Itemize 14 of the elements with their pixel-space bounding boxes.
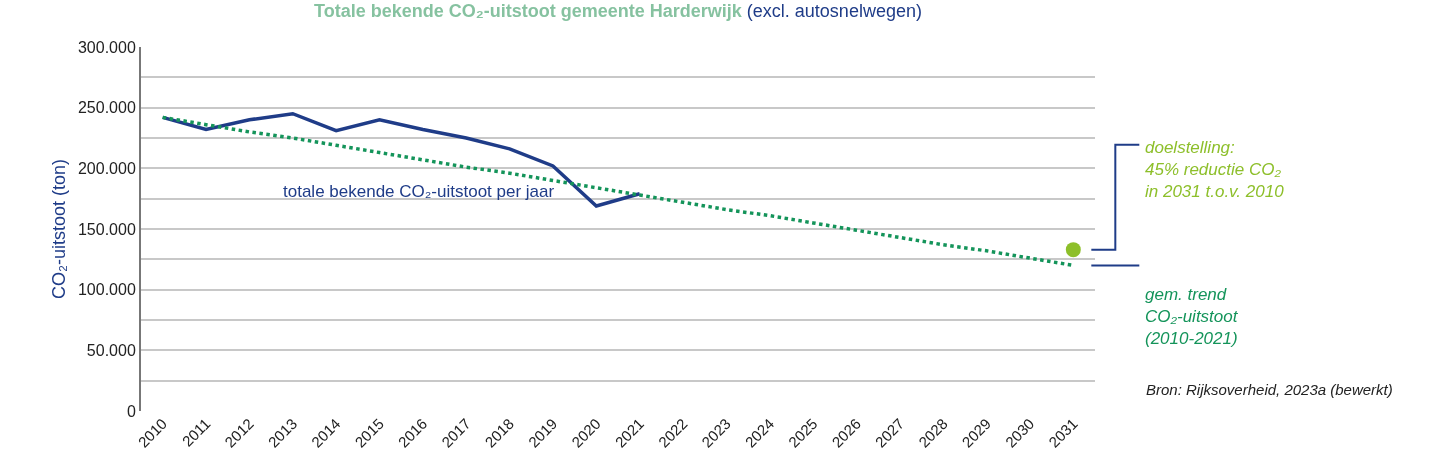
chart-title: Totale bekende CO₂-uitstoot gemeente Harderwijk bbox=[314, 1, 743, 22]
series-label: totale bekende CO₂-uitstoot per jaar bbox=[283, 182, 555, 201]
y-tick-label: 100.000 bbox=[77, 281, 136, 299]
y-axis-title: CO₂-uitstoot (ton) bbox=[48, 158, 69, 300]
y-tick-label: 300.000 bbox=[77, 38, 136, 56]
y-tick-label: 250.000 bbox=[77, 99, 136, 117]
y-tick-label: 150.000 bbox=[77, 220, 136, 238]
y-tick-label: 0 bbox=[126, 402, 136, 420]
y-tick-label: 200.000 bbox=[77, 159, 136, 177]
y-tick-label: 50.000 bbox=[86, 341, 136, 359]
text: Bron: Rijksoverheid, 2023a (bewerkt) bbox=[1146, 381, 1393, 398]
chart-subtitle: (excl. autosnelwegen) bbox=[746, 1, 922, 22]
text: doelstelling: 45% reductie CO₂ in 2031 t.o.v. 2010 bbox=[1145, 138, 1285, 202]
text: gem. trend CO₂-uitstoot (2010-2021) bbox=[1145, 285, 1239, 349]
